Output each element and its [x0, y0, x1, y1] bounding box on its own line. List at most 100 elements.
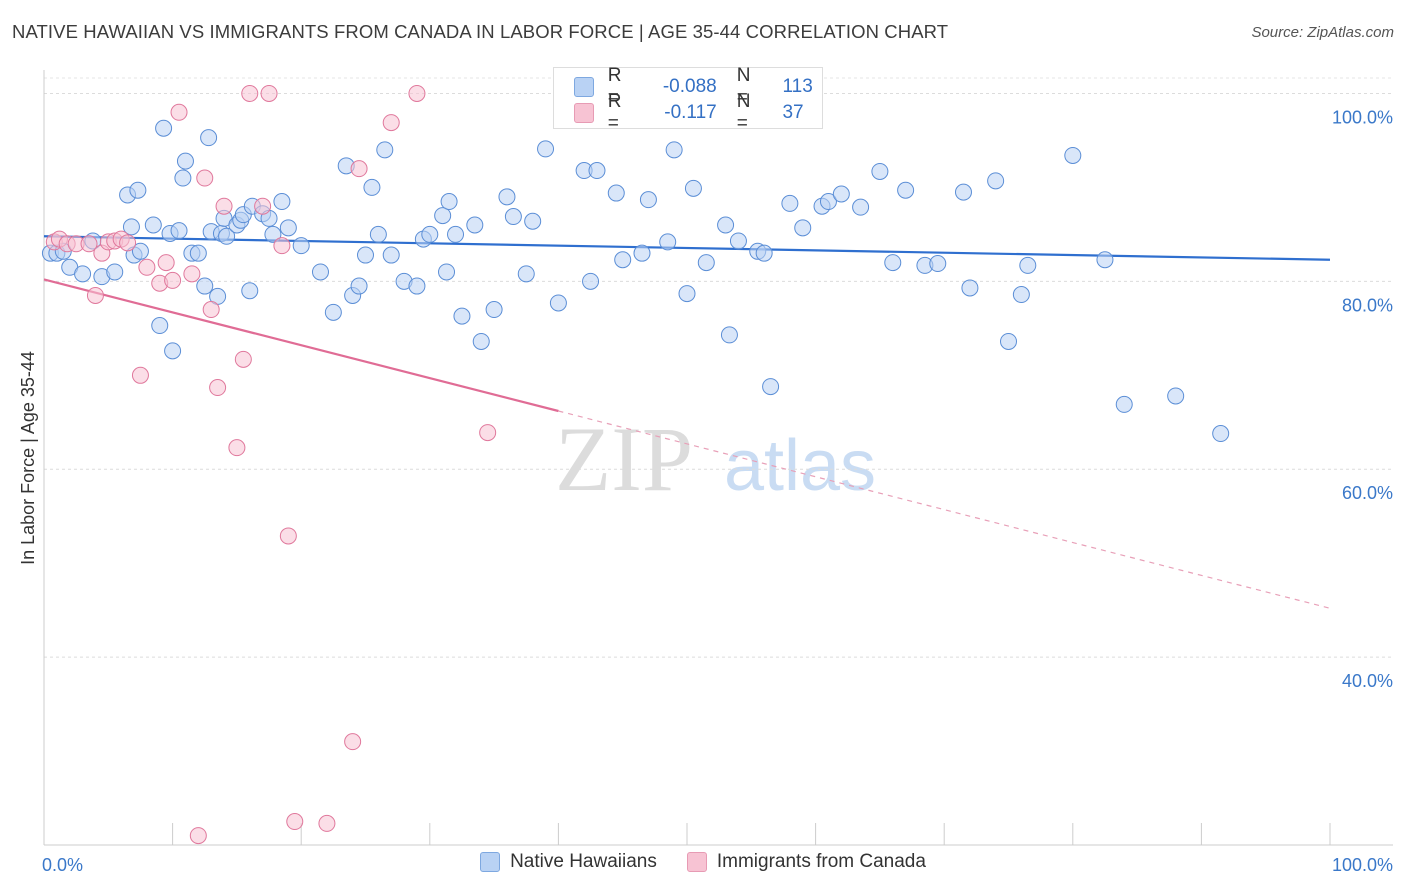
point-native-hawaiian — [961, 279, 979, 297]
point-native-hawaiian — [1167, 387, 1185, 405]
point-immigrant-canada — [209, 379, 227, 397]
point-native-hawaiian — [1096, 251, 1114, 269]
tick-labels: 40.0% 60.0% 80.0% 100.0% 0.0% 100.0% — [42, 107, 1393, 875]
point-native-hawaiian — [762, 378, 780, 396]
point-native-hawaiian — [466, 216, 484, 234]
point-native-hawaiian — [174, 169, 192, 187]
point-native-hawaiian — [155, 119, 173, 137]
point-native-hawaiian — [897, 181, 915, 199]
point-native-hawaiian — [447, 225, 465, 243]
point-immigrant-canada — [164, 271, 182, 289]
point-native-hawaiian — [176, 152, 194, 170]
legend-label: Immigrants from Canada — [716, 851, 926, 872]
watermark-zip: ZIP — [555, 408, 693, 510]
point-native-hawaiian — [440, 193, 458, 211]
point-immigrant-canada — [286, 813, 304, 831]
point-native-hawaiian — [1064, 146, 1082, 164]
point-native-hawaiian — [665, 141, 683, 159]
point-native-hawaiian — [273, 193, 291, 211]
point-native-hawaiian — [106, 263, 124, 281]
y-tick-label: 60.0% — [1342, 483, 1393, 503]
point-native-hawaiian — [279, 219, 297, 237]
trend-native-hawaiians — [43, 235, 1331, 261]
point-native-hawaiian — [434, 207, 452, 225]
point-native-hawaiian — [350, 277, 368, 295]
point-immigrant-canada — [131, 366, 149, 384]
point-native-hawaiian — [697, 254, 715, 272]
point-native-hawaiian — [871, 162, 889, 180]
n-value: 37 — [782, 102, 804, 123]
point-immigrant-canada — [382, 114, 400, 132]
point-native-hawaiian — [537, 140, 555, 158]
y-tick-label: 40.0% — [1342, 671, 1393, 691]
trend-lines — [43, 235, 1331, 609]
point-immigrant-canada — [196, 169, 214, 187]
stats-row-immigrants-canada: R = -0.117 N = 37 — [574, 91, 822, 134]
point-immigrant-canada — [138, 258, 156, 276]
chart-title: NATIVE HAWAIIAN VS IMMIGRANTS FROM CANAD… — [12, 21, 949, 42]
point-immigrant-canada — [170, 103, 188, 121]
point-native-hawaiian — [832, 185, 850, 203]
y-axis-label: In Labor Force | Age 35-44 — [18, 351, 38, 565]
point-native-hawaiian — [614, 251, 632, 269]
point-native-hawaiian — [170, 222, 188, 240]
point-native-hawaiian — [122, 218, 140, 236]
point-native-hawaiian — [720, 326, 738, 344]
point-native-hawaiian — [189, 244, 207, 262]
point-native-hawaiian — [678, 285, 696, 303]
y-tick-label: 80.0% — [1342, 295, 1393, 315]
source-credit: Source: ZipAtlas.com — [1251, 24, 1394, 41]
point-native-hawaiian — [164, 342, 182, 360]
legend-item-immigrants-canada[interactable]: Immigrants from Canada — [686, 851, 926, 873]
point-native-hawaiian — [1019, 256, 1037, 274]
legend-label: Native Hawaiians — [510, 851, 657, 872]
point-native-hawaiian — [292, 237, 310, 255]
point-native-hawaiian — [144, 216, 162, 234]
point-native-hawaiian — [588, 162, 606, 180]
y-tick-label: 100.0% — [1332, 107, 1393, 127]
stats-legend: R = -0.088 N = 113 R = -0.117 N = 37 — [553, 65, 823, 134]
point-immigrant-canada — [344, 733, 362, 751]
point-native-hawaiian — [196, 277, 214, 295]
point-native-hawaiian — [852, 198, 870, 216]
n-label: N = — [736, 91, 751, 134]
point-native-hawaiian — [794, 219, 812, 237]
point-native-hawaiian — [504, 208, 522, 226]
point-native-hawaiian — [1212, 425, 1230, 443]
point-immigrant-canada — [189, 827, 207, 845]
point-native-hawaiian — [218, 227, 236, 245]
data-points — [41, 84, 1230, 845]
point-immigrant-canada — [350, 160, 368, 178]
point-native-hawaiian — [987, 172, 1005, 190]
point-native-hawaiian — [659, 233, 677, 251]
point-immigrant-canada — [260, 84, 278, 102]
point-immigrant-canada — [80, 235, 98, 253]
series-legend: Native Hawaiians Immigrants from Canada — [0, 851, 1406, 873]
point-native-hawaiian — [324, 303, 342, 321]
point-native-hawaiian — [472, 332, 490, 350]
point-native-hawaiian — [453, 307, 471, 325]
point-immigrant-canada — [318, 814, 336, 832]
point-native-hawaiian — [311, 263, 329, 281]
point-immigrant-canada — [234, 350, 252, 368]
point-immigrant-canada — [279, 527, 297, 545]
stats-row-native-hawaiians: R = -0.088 N = 113 — [574, 65, 822, 108]
point-immigrant-canada — [215, 197, 233, 215]
point-native-hawaiian — [438, 263, 456, 281]
point-native-hawaiian — [241, 282, 259, 300]
point-immigrant-canada — [273, 237, 291, 255]
point-immigrant-canada — [228, 439, 246, 457]
point-native-hawaiian — [408, 277, 426, 295]
legend-item-native-hawaiians[interactable]: Native Hawaiians — [480, 851, 657, 873]
point-native-hawaiian — [421, 225, 439, 243]
point-native-hawaiian — [639, 191, 657, 209]
point-native-hawaiian — [151, 317, 169, 335]
point-native-hawaiian — [582, 272, 600, 290]
r-label: R = — [607, 91, 622, 134]
legend-swatch-blue — [480, 852, 501, 872]
x-tick-label: 100.0% — [1332, 855, 1393, 875]
axes — [43, 70, 1393, 846]
point-native-hawaiian — [524, 212, 542, 230]
point-native-hawaiian — [1115, 395, 1133, 413]
point-native-hawaiian — [755, 244, 773, 262]
